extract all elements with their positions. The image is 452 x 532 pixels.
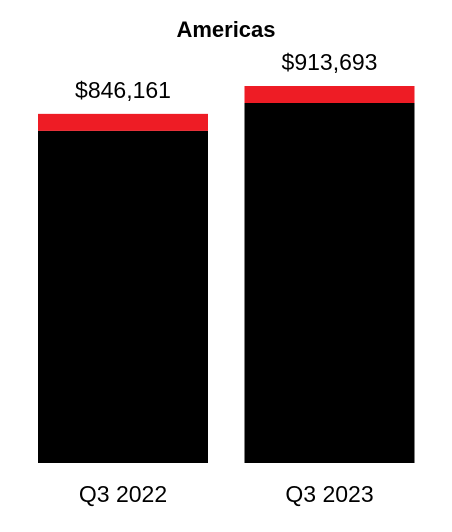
bar-segment xyxy=(244,102,415,464)
x-tick-label: Q3 2023 xyxy=(285,481,373,507)
bar-segment xyxy=(38,130,208,463)
x-tick-label: Q3 2022 xyxy=(79,481,167,507)
total-label: $846,161 xyxy=(75,77,171,103)
total-label: $913,693 xyxy=(282,49,378,75)
chart-title: Americas xyxy=(176,17,275,42)
bar-segment xyxy=(244,86,415,103)
bar-segment xyxy=(38,113,208,131)
